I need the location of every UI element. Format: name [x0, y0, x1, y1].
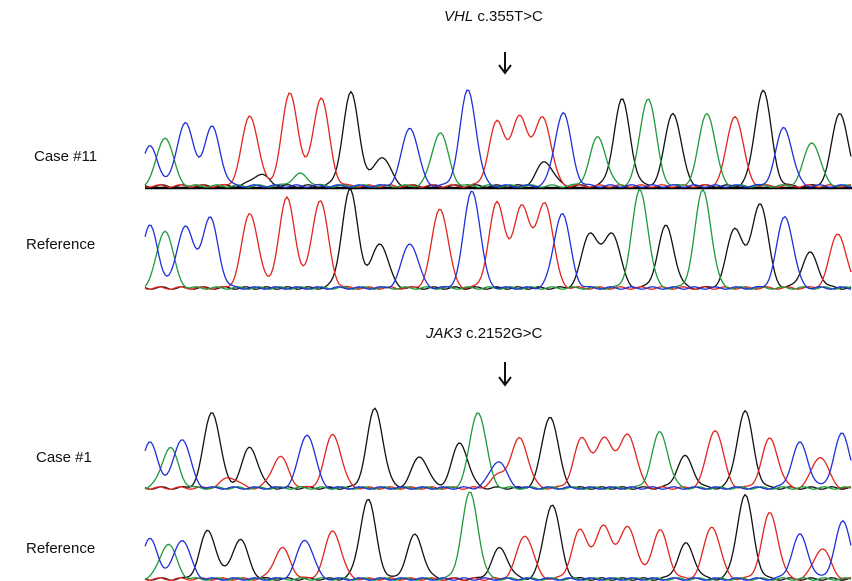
trace [145, 521, 851, 580]
trace [145, 197, 851, 289]
trace [145, 93, 851, 187]
trace [145, 433, 851, 489]
trace [145, 408, 851, 489]
trace [145, 492, 851, 580]
figure: VHL c.355T>C Case #11 Reference JAK3 c.2… [0, 0, 852, 581]
trace [145, 190, 851, 290]
trace [145, 90, 851, 187]
trace [145, 495, 851, 581]
trace [145, 431, 851, 490]
trace [145, 190, 851, 290]
trace [145, 513, 851, 581]
trace [145, 191, 851, 289]
trace [145, 99, 851, 187]
chromatograms [0, 0, 852, 581]
arrow [499, 52, 511, 385]
trace [145, 413, 851, 489]
trace [145, 90, 851, 187]
